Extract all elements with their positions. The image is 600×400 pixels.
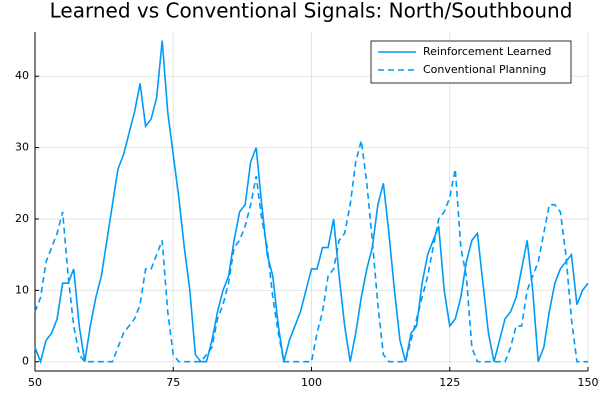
legend-box bbox=[370, 40, 572, 84]
series-line bbox=[34, 40, 589, 365]
x-tick-label: 125 bbox=[439, 376, 460, 389]
y-tick-label: 20 bbox=[15, 212, 29, 225]
x-tick-label: 75 bbox=[166, 376, 180, 389]
y-tick-label: 40 bbox=[15, 69, 29, 82]
x-tick-label: 100 bbox=[301, 376, 322, 389]
series-line bbox=[34, 140, 588, 363]
legend-label: Conventional Planning bbox=[423, 63, 546, 76]
x-tick-label: 50 bbox=[28, 376, 42, 389]
y-tick-label: 0 bbox=[22, 355, 29, 368]
legend-label: Reinforcement Learned bbox=[423, 45, 551, 58]
chart-title: Learned vs Conventional Signals: North/S… bbox=[50, 0, 573, 23]
x-tick-label: 150 bbox=[578, 376, 599, 389]
y-tick-label: 10 bbox=[15, 283, 29, 296]
y-tick-label: 30 bbox=[15, 141, 29, 154]
